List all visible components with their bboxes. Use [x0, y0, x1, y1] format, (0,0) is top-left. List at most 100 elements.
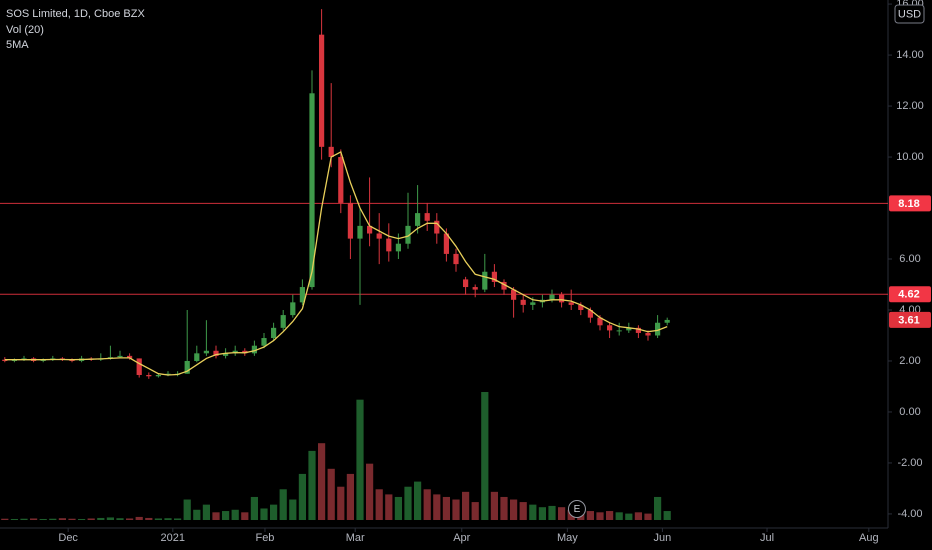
candle-body	[645, 332, 651, 336]
volume-bar	[318, 443, 326, 520]
y-tick-label: 2.00	[899, 355, 920, 367]
candle-body	[319, 34, 325, 147]
volume-bar	[433, 494, 441, 520]
volume-bar	[596, 512, 604, 520]
candle-body	[155, 375, 161, 377]
earnings-marker	[567, 500, 586, 518]
chart-title: SOS Limited, 1D, Cboe BZX	[6, 8, 145, 20]
volume-bar	[414, 481, 422, 520]
candle-body	[251, 345, 257, 354]
candle-body	[376, 233, 382, 239]
candle-body	[501, 281, 507, 290]
volume-bar	[510, 499, 518, 520]
volume-bar	[241, 512, 249, 520]
volume-bar	[385, 494, 393, 520]
y-tick-label: 10.00	[896, 151, 924, 163]
volume-bar	[68, 518, 76, 520]
candle-body	[472, 287, 478, 290]
currency-box[interactable]	[894, 4, 925, 24]
volume-bar	[193, 509, 201, 520]
volume-bar	[663, 511, 671, 520]
volume-bar	[298, 473, 306, 520]
volume-bar	[212, 512, 220, 520]
x-tick-label: Dec	[58, 532, 78, 544]
volume-bar	[49, 518, 57, 520]
x-tick-label: Mar	[346, 532, 365, 544]
candle-body	[203, 350, 209, 354]
candle-body	[434, 220, 440, 234]
y-tick-label: 0.00	[899, 406, 920, 418]
volume-bar	[462, 491, 470, 520]
x-tick-label: May	[557, 532, 578, 544]
volume-bar	[366, 463, 374, 520]
price-label-box	[889, 286, 931, 303]
last-price-box	[889, 311, 931, 328]
y-tick-label: -2.00	[897, 457, 922, 469]
candle-body	[280, 315, 286, 328]
volume-bar	[135, 516, 143, 520]
volume-bar	[279, 489, 287, 520]
candle-body	[367, 225, 373, 234]
volume-bar	[260, 508, 268, 520]
candle-body	[328, 146, 334, 158]
candle-body	[626, 327, 632, 331]
volume-bar	[615, 512, 623, 520]
candle-body	[338, 157, 344, 203]
volume-bar	[500, 496, 508, 520]
currency[interactable]: USD	[898, 8, 921, 20]
candle-body	[242, 350, 248, 354]
candle-body	[607, 325, 613, 331]
y-tick-label: 6.00	[899, 253, 920, 265]
volume-bar	[375, 489, 383, 520]
volume-bar	[289, 499, 297, 520]
candle-body	[357, 225, 363, 239]
volume-bar	[126, 518, 134, 520]
volume-bar	[97, 517, 105, 520]
candle-body	[559, 294, 565, 303]
candle-body	[271, 327, 277, 339]
candle-body	[568, 302, 574, 305]
volume-bar	[106, 517, 114, 520]
candle-body	[309, 93, 315, 288]
volume-bar	[394, 496, 402, 520]
volume-bar	[58, 518, 66, 520]
y-tick-label: 12.00	[896, 100, 924, 112]
candle-body	[117, 355, 123, 358]
volume-bar	[30, 518, 38, 520]
y-tick-label: 14.00	[896, 49, 924, 61]
candle-body	[194, 353, 200, 361]
volume-bar	[327, 468, 335, 520]
volume-bar	[78, 518, 86, 520]
x-tick-label: Apr	[453, 532, 470, 544]
volume-bar	[183, 499, 191, 520]
volume-bar	[202, 504, 210, 520]
candle-body	[664, 319, 670, 323]
x-tick-label: Aug	[859, 532, 879, 544]
candle-body	[578, 304, 584, 310]
candle-body	[386, 238, 392, 252]
volume-bar	[654, 496, 662, 520]
volume-bar	[548, 505, 556, 520]
candle-body	[530, 302, 536, 305]
volume-bar	[337, 486, 345, 520]
earnings-label: E	[574, 504, 581, 515]
candle-body	[261, 338, 267, 346]
volume-bar	[356, 399, 364, 520]
candle-body	[424, 213, 430, 221]
candle-body	[491, 271, 497, 282]
x-tick-label: 2021	[161, 532, 185, 544]
candle-body	[520, 299, 526, 305]
candle-body	[597, 317, 603, 326]
volume-bar	[222, 511, 230, 520]
volume-bar	[116, 518, 124, 520]
volume-bar	[39, 518, 47, 520]
candle-body	[184, 360, 190, 374]
volume-bar	[423, 489, 431, 520]
candle-body	[482, 271, 488, 290]
volume-bar	[519, 502, 527, 520]
candle-body	[347, 202, 353, 239]
volume-bar	[452, 499, 460, 520]
candle-body	[213, 350, 219, 356]
volume-bar	[634, 512, 642, 520]
candle-body	[136, 358, 142, 376]
